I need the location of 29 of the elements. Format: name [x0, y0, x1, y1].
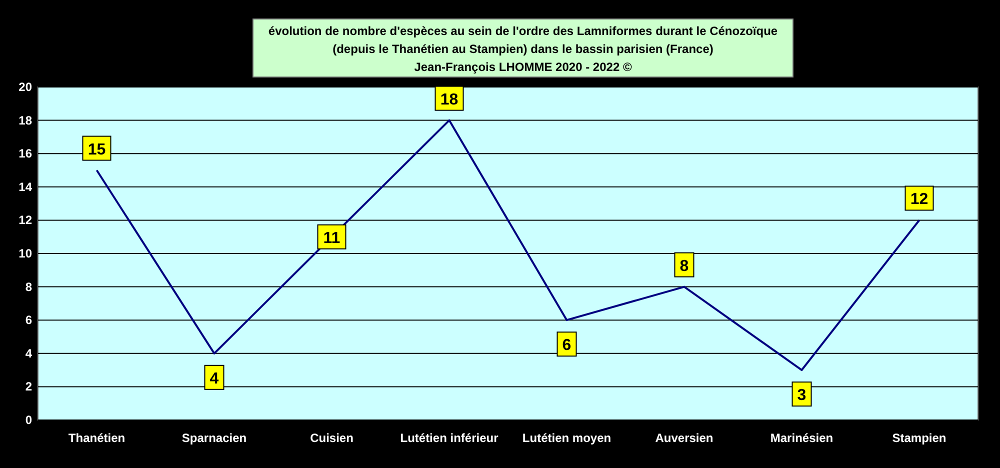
x-tick-label: Cuisien — [310, 431, 354, 445]
y-tick-label: 4 — [25, 346, 32, 360]
x-tick-label: Lutétien moyen — [522, 431, 612, 445]
data-label: 4 — [210, 370, 219, 388]
x-tick-label: Thanétien — [68, 431, 126, 445]
y-tick-label: 6 — [25, 313, 32, 328]
y-tick-label: 10 — [18, 246, 32, 260]
y-tick-label: 20 — [18, 80, 32, 94]
x-tick-label: Sparnacien — [182, 431, 247, 445]
y-tick-label: 12 — [18, 213, 32, 228]
data-label: 11 — [323, 230, 340, 247]
x-tick-label: Stampien — [892, 431, 946, 445]
data-label: 12 — [910, 191, 928, 208]
x-tick-label: Auversien — [655, 431, 714, 445]
y-tick-label: 18 — [18, 113, 32, 128]
data-label: 18 — [440, 91, 458, 108]
chart-title: évolution de nombre d'espèces au sein de l'ordre des Lamniformes durant le Cénozoïque (depuis le Thanétien au Stampien) dans le bassin parisien (France) — [268, 24, 778, 56]
y-tick-label: 0 — [25, 413, 32, 427]
data-label: 8 — [680, 258, 689, 275]
data-label: 15 — [88, 141, 106, 158]
x-tick-label: Marinésien — [770, 431, 834, 445]
x-tick-label: Lutétien inférieur — [400, 431, 499, 445]
chart-subtitle: Jean-François LHOMME 2020 - 2022 © — [414, 60, 632, 74]
y-tick-label: 14 — [18, 180, 32, 194]
y-tick-label: 2 — [25, 380, 32, 394]
data-label: 3 — [797, 387, 806, 404]
data-label: 6 — [562, 337, 572, 354]
y-tick-label: 8 — [25, 280, 32, 294]
y-tick-label: 16 — [18, 146, 32, 161]
